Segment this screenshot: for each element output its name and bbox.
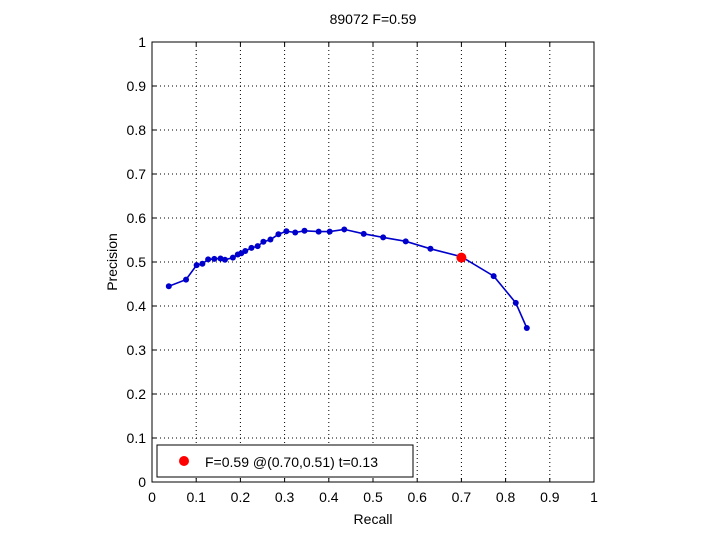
data-point bbox=[211, 255, 218, 262]
x-tick-label: 0.5 bbox=[363, 489, 383, 505]
x-tick-label: 0.6 bbox=[407, 489, 427, 505]
series-layer bbox=[165, 226, 530, 331]
data-point bbox=[490, 273, 497, 280]
data-point bbox=[283, 228, 290, 235]
data-point bbox=[260, 238, 267, 245]
data-point bbox=[512, 299, 519, 306]
chart-title: 89072 F=0.59 bbox=[330, 11, 417, 27]
x-axis-label: Recall bbox=[354, 511, 393, 527]
data-point bbox=[427, 245, 434, 252]
legend: F=0.59 @(0.70,0.51) t=0.13 bbox=[156, 444, 414, 478]
plot-frame bbox=[151, 41, 595, 483]
data-point bbox=[523, 325, 530, 331]
data-point bbox=[183, 276, 190, 283]
y-tick-label: 0.3 bbox=[127, 342, 147, 358]
legend-label: F=0.59 @(0.70,0.51) t=0.13 bbox=[205, 454, 378, 470]
data-point bbox=[326, 228, 333, 235]
data-point bbox=[229, 254, 236, 261]
legend-marker bbox=[179, 456, 189, 466]
y-tick-label: 0.6 bbox=[127, 210, 147, 226]
x-tick-label: 0.2 bbox=[231, 489, 251, 505]
data-point bbox=[217, 255, 224, 262]
x-tick-label: 0.3 bbox=[275, 489, 295, 505]
x-tick-label: 0 bbox=[148, 489, 156, 505]
data-point bbox=[267, 236, 274, 243]
y-tick-label: 0.4 bbox=[127, 298, 147, 314]
data-point bbox=[234, 251, 241, 258]
best-f-point bbox=[456, 252, 467, 263]
data-point bbox=[205, 256, 212, 263]
x-tick-label: 0.9 bbox=[540, 489, 560, 505]
x-tick-label: 1 bbox=[590, 489, 598, 505]
y-tick-label: 0.2 bbox=[127, 386, 147, 402]
grid bbox=[152, 42, 594, 482]
data-point bbox=[193, 262, 200, 269]
data-point bbox=[248, 244, 255, 251]
data-point bbox=[165, 283, 172, 290]
x-tick-label: 0.4 bbox=[319, 489, 339, 505]
y-tick-label: 0.9 bbox=[127, 78, 147, 94]
y-tick-label: 0.5 bbox=[127, 254, 147, 270]
x-tick-label: 0.8 bbox=[496, 489, 516, 505]
data-point bbox=[254, 243, 261, 250]
y-tick-labels: 0 0.1 0.2 0.3 0.4 0.5 0.6 0.7 0.8 0.9 1 bbox=[127, 34, 147, 490]
x-tick-label: 0.7 bbox=[452, 489, 472, 505]
y-tick-label: 0.1 bbox=[127, 430, 147, 446]
y-tick-label: 0.8 bbox=[127, 122, 147, 138]
data-point bbox=[301, 227, 308, 234]
data-point bbox=[315, 228, 322, 235]
data-point bbox=[275, 231, 282, 238]
legend-box bbox=[156, 444, 414, 478]
x-tick-label: 0.1 bbox=[186, 489, 206, 505]
y-tick-label: 0.7 bbox=[127, 166, 147, 182]
data-point bbox=[292, 229, 299, 236]
x-tick-labels: 0 0.1 0.2 0.3 0.4 0.5 0.6 0.7 0.8 0.9 1 bbox=[148, 489, 598, 505]
data-point bbox=[360, 230, 367, 237]
data-point bbox=[380, 234, 387, 241]
data-point bbox=[341, 226, 348, 233]
data-point bbox=[402, 238, 409, 245]
y-tick-label: 1 bbox=[138, 34, 146, 50]
y-tick-label: 0 bbox=[138, 474, 146, 490]
data-point bbox=[199, 260, 206, 267]
y-axis-label: Precision bbox=[104, 233, 120, 291]
